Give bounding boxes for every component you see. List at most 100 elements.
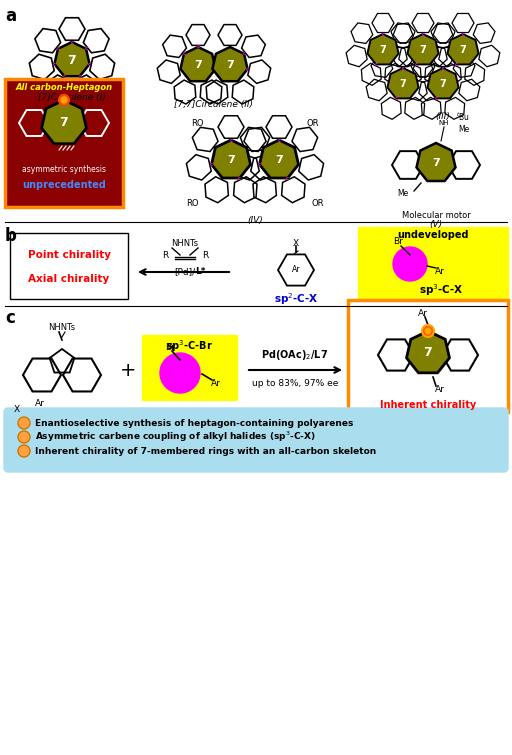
Circle shape — [58, 94, 70, 106]
Text: OR: OR — [307, 119, 319, 128]
Text: c: c — [435, 96, 437, 101]
Text: RO: RO — [191, 119, 203, 128]
Text: X: X — [14, 405, 20, 414]
Text: [Pd]/: [Pd]/ — [175, 267, 196, 276]
Text: Ar: Ar — [418, 309, 428, 318]
FancyBboxPatch shape — [10, 233, 128, 299]
Text: X: X — [293, 239, 299, 248]
FancyBboxPatch shape — [358, 227, 508, 299]
Text: 7: 7 — [432, 158, 440, 168]
Polygon shape — [211, 140, 250, 178]
Text: c: c — [461, 32, 464, 36]
Text: c: c — [243, 51, 246, 57]
Text: c: c — [238, 175, 241, 180]
Text: c: c — [88, 61, 91, 66]
Polygon shape — [416, 143, 456, 181]
Text: Enantioselective synthesis of heptagon-containing polyarenes: Enantioselective synthesis of heptagon-c… — [35, 418, 353, 427]
Text: 7: 7 — [226, 60, 234, 70]
Text: c: c — [197, 45, 200, 50]
Text: c: c — [78, 74, 81, 79]
Text: NHNTs: NHNTs — [49, 323, 76, 332]
Circle shape — [18, 445, 30, 457]
Text: sp$^3$-C-X: sp$^3$-C-X — [419, 282, 463, 298]
Text: 7: 7 — [423, 347, 432, 359]
Polygon shape — [180, 47, 216, 82]
FancyBboxPatch shape — [142, 335, 237, 400]
Text: R: R — [162, 251, 168, 260]
Text: 7: 7 — [275, 155, 283, 165]
Text: Asymmetric carbene coupling of alkyl halides (sp$^3$-C-X): Asymmetric carbene coupling of alkyl hal… — [35, 430, 316, 444]
FancyBboxPatch shape — [348, 300, 508, 412]
Text: Axial chirality: Axial chirality — [28, 274, 110, 284]
Text: R: R — [202, 251, 208, 260]
Text: 7: 7 — [440, 79, 446, 89]
Text: Point chirality: Point chirality — [28, 250, 111, 260]
Text: OR: OR — [312, 199, 324, 208]
Text: c: c — [56, 46, 59, 51]
Text: c: c — [5, 309, 15, 327]
Text: Ar: Ar — [211, 378, 221, 387]
Text: Inherent chirality of 7-membered rings with an all-carbon skeleton: Inherent chirality of 7-membered rings w… — [35, 446, 376, 455]
Circle shape — [424, 328, 432, 334]
Text: 7: 7 — [420, 45, 426, 55]
Text: Me: Me — [458, 125, 470, 134]
Text: c: c — [395, 96, 397, 101]
Text: All carbon-Heptagon: All carbon-Heptagon — [15, 83, 113, 92]
Text: (IV): (IV) — [247, 215, 263, 224]
Text: c: c — [401, 66, 404, 70]
Polygon shape — [212, 47, 247, 82]
Text: 7: 7 — [194, 60, 202, 70]
Polygon shape — [54, 42, 90, 76]
Text: Br: Br — [393, 238, 403, 246]
Circle shape — [18, 431, 30, 443]
Text: NH: NH — [439, 120, 449, 126]
Text: (III): (III) — [436, 112, 451, 121]
Circle shape — [160, 353, 200, 393]
Polygon shape — [388, 68, 419, 98]
Text: sp$^2$-C-X: sp$^2$-C-X — [274, 291, 318, 307]
Text: Molecular motor: Molecular motor — [401, 211, 471, 220]
Text: c: c — [258, 162, 261, 167]
Text: $^{t}$Bu: $^{t}$Bu — [456, 111, 470, 123]
Polygon shape — [260, 140, 298, 178]
Text: c: c — [182, 51, 185, 57]
Text: c: c — [278, 137, 281, 143]
Text: undeveloped: undeveloped — [397, 230, 469, 240]
Text: up to 83%, 97% ee: up to 83%, 97% ee — [252, 378, 338, 387]
Text: Ar: Ar — [435, 267, 445, 276]
Text: 7: 7 — [400, 79, 407, 89]
Polygon shape — [447, 34, 479, 64]
Text: [7]Circulene (I): [7]Circulene (I) — [38, 93, 106, 102]
Circle shape — [61, 97, 67, 103]
Text: c: c — [53, 61, 56, 66]
Text: sp$^3$-C-Br: sp$^3$-C-Br — [166, 338, 213, 354]
Text: (V): (V) — [430, 220, 442, 230]
Text: Me: Me — [397, 189, 408, 198]
Text: b: b — [5, 227, 17, 245]
Text: c: c — [71, 39, 73, 45]
FancyBboxPatch shape — [5, 79, 123, 207]
Polygon shape — [407, 331, 450, 373]
Text: c: c — [286, 175, 289, 180]
Text: Inherent chirality: Inherent chirality — [380, 400, 476, 410]
Text: 7: 7 — [227, 155, 235, 165]
Text: Ar: Ar — [35, 399, 45, 408]
Text: c: c — [441, 66, 444, 70]
Text: RO: RO — [186, 199, 198, 208]
Text: c: c — [246, 66, 249, 72]
Text: c: c — [381, 32, 385, 36]
Text: Br: Br — [165, 343, 175, 352]
Text: c: c — [421, 32, 424, 36]
Text: c: c — [415, 62, 417, 67]
Circle shape — [422, 325, 434, 337]
Text: c: c — [84, 46, 88, 51]
Text: c: c — [63, 74, 66, 79]
Text: 7: 7 — [379, 45, 387, 55]
Text: asymmetric synthesis: asymmetric synthesis — [22, 165, 106, 174]
FancyBboxPatch shape — [4, 408, 508, 472]
Text: 7: 7 — [68, 54, 76, 66]
Text: Ar: Ar — [292, 266, 300, 275]
Circle shape — [393, 247, 427, 281]
Text: a: a — [5, 7, 16, 25]
Circle shape — [18, 417, 30, 429]
